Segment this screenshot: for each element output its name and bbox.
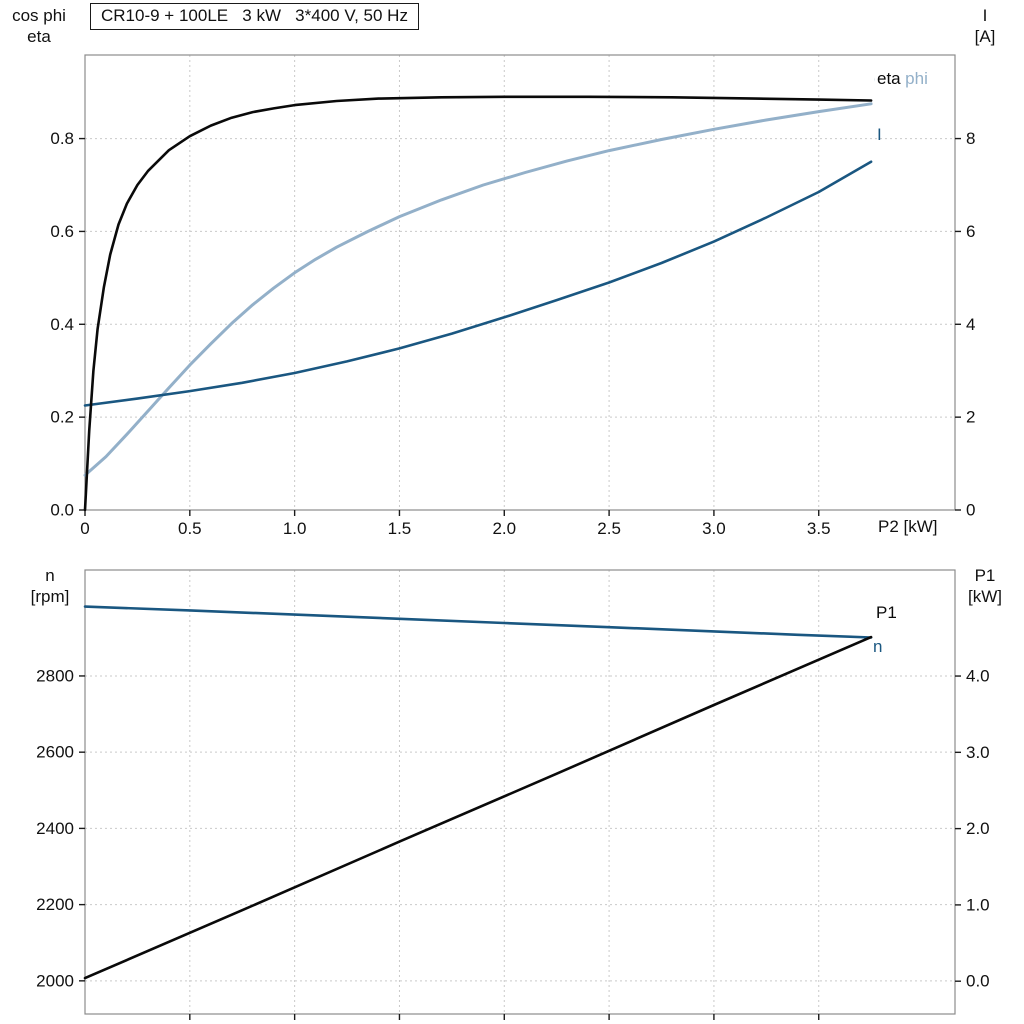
bottom-chart-canvas: 2000 2200 2400 2600 2800 0.0 1.0 2.0 3.0 4.0 bbox=[36, 569, 990, 1020]
left-tick-label: 0.8 bbox=[50, 129, 74, 148]
right-tick-label: 0.0 bbox=[966, 972, 990, 991]
right-tick-label: 6 bbox=[966, 222, 975, 241]
right-tick-label: 2.0 bbox=[966, 819, 990, 838]
right-tick-label: 8 bbox=[966, 129, 975, 148]
series-curve-current bbox=[83, 160, 873, 407]
series-curve-n bbox=[83, 605, 873, 639]
right-tick-label: 0 bbox=[966, 501, 975, 520]
p1-curve-label: P1 bbox=[876, 603, 897, 622]
top-right-axis-label-line1: I bbox=[982, 6, 988, 25]
left-tick-label: 2400 bbox=[36, 819, 74, 838]
series-curve-p1 bbox=[83, 635, 873, 980]
left-tick-label: 2000 bbox=[36, 971, 74, 990]
top-left-axis-label-line2: eta bbox=[27, 27, 51, 47]
left-tick-label: 0.6 bbox=[50, 222, 74, 241]
bottom-left-axis-label-line1: n bbox=[45, 566, 55, 585]
x-tick-label: 3.0 bbox=[702, 519, 726, 538]
x-tick-label: 0 bbox=[80, 519, 89, 538]
right-tick-label: 2 bbox=[966, 408, 975, 427]
chart-title-box: CR10-9 + 100LE 3 kW 3*400 V, 50 Hz bbox=[90, 3, 419, 30]
top-left-axis-label: cos phi eta bbox=[6, 5, 72, 48]
x-tick-label: 0.5 bbox=[178, 519, 202, 538]
current-curve-label: I bbox=[877, 125, 882, 144]
top-left-axis-label-line1: cos phi bbox=[12, 6, 66, 25]
plot-frame bbox=[84, 54, 956, 511]
top-chart-canvas: 0.0 0.2 0.4 0.6 0.8 0 2 4 6 8 0 0.5 1.0 1.5 2.0 2.5 3.0 3… bbox=[50, 54, 975, 538]
left-tick-label: 0.0 bbox=[50, 501, 74, 520]
x-tick-label: 3.5 bbox=[807, 519, 831, 538]
x-axis-label: P2 [kW] bbox=[878, 517, 938, 536]
left-tick-label: 2600 bbox=[36, 743, 74, 762]
left-tick-label: 2200 bbox=[36, 895, 74, 914]
top-right-axis-label-line2: [A] bbox=[974, 27, 996, 47]
left-tick-label: 0.2 bbox=[50, 408, 74, 427]
right-tick-label: 1.0 bbox=[966, 895, 990, 914]
series-curve-cos-phi bbox=[83, 102, 873, 477]
top-right-axis-label: I [A] bbox=[962, 5, 1008, 48]
series-curve-eta bbox=[83, 95, 873, 512]
bottom-right-axis-label-line2: [kW] bbox=[968, 587, 1002, 607]
x-tick-label: 1.5 bbox=[388, 519, 412, 538]
x-tick-label: 1.0 bbox=[283, 519, 307, 538]
bottom-left-axis-label-line2: [rpm] bbox=[30, 587, 70, 607]
x-tick-label: 2.5 bbox=[597, 519, 621, 538]
right-tick-label: 4 bbox=[966, 315, 975, 334]
plot-frame bbox=[84, 569, 956, 1015]
left-tick-label: 0.4 bbox=[50, 315, 74, 334]
n-curve-label: n bbox=[873, 637, 883, 656]
right-tick-label: 4.0 bbox=[966, 667, 990, 686]
x-tick-label: 2.0 bbox=[492, 519, 516, 538]
bottom-right-axis-label-line1: P1 bbox=[974, 566, 996, 585]
left-tick-label: 2800 bbox=[36, 666, 74, 685]
bottom-left-axis-label: n [rpm] bbox=[18, 565, 82, 608]
bottom-right-axis-label: P1 [kW] bbox=[960, 565, 1010, 608]
right-tick-label: 3.0 bbox=[966, 743, 990, 762]
eta-curve-label: eta bbox=[875, 69, 904, 89]
